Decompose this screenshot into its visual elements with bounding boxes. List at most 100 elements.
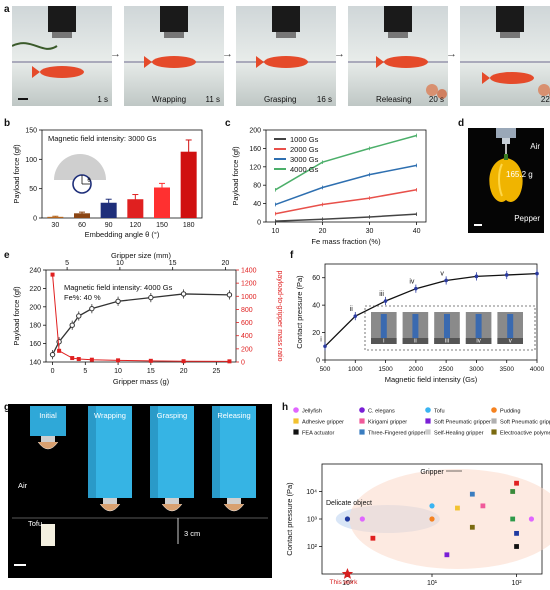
legend-label: Three-Fingered gripper <box>368 430 426 436</box>
y-tick-label: 160 <box>249 146 261 153</box>
sequence-frame-illustration <box>348 6 448 99</box>
inset-label: iii <box>445 339 449 345</box>
gripper-holder <box>48 6 76 32</box>
panel-label-a: a <box>4 4 10 15</box>
fish-body <box>264 56 308 68</box>
inset-frame <box>364 305 536 351</box>
theta-label: θ <box>87 178 91 184</box>
data-point <box>76 313 82 319</box>
gripper-holder <box>272 6 300 32</box>
x-tick-label: 1500 <box>378 366 393 373</box>
sequence-arrow: → <box>222 48 233 60</box>
panel-label-b: b <box>4 118 11 129</box>
x-tick-label: 20 <box>180 368 188 375</box>
data-point <box>115 298 121 304</box>
data-point <box>469 491 475 497</box>
plot-frame <box>41 129 203 219</box>
gripper-fingers <box>223 503 245 512</box>
x2-tick-label: 15 <box>169 260 177 267</box>
bar <box>180 151 197 218</box>
y-tick-label: 140 <box>29 360 41 367</box>
legend-label: Soft Pneumatic gripper 1 <box>434 419 496 425</box>
data-point <box>116 358 121 363</box>
data-point <box>148 358 153 363</box>
frame-time: 11 s <box>205 95 220 104</box>
data-point <box>514 530 519 536</box>
legend-marker <box>359 429 365 435</box>
frame-time: 1 s <box>97 95 108 104</box>
data-point <box>370 535 376 541</box>
data-point <box>69 322 75 328</box>
inset-gripper <box>444 314 450 340</box>
water-surface <box>460 61 550 63</box>
y-tick-label: 180 <box>29 323 41 330</box>
y2-tick-label: 1200 <box>241 281 257 288</box>
bar <box>74 213 90 218</box>
legend-label: 1000 Gs <box>290 135 319 144</box>
bar <box>154 187 170 218</box>
x-tick-label: 25 <box>212 368 220 375</box>
x-tick-label: 10⁰ <box>342 579 353 587</box>
sequence-frame: 22 s <box>460 6 550 106</box>
y-tick-label: 10² <box>307 544 318 551</box>
air-label: Air <box>18 481 28 490</box>
pepper-label: Pepper <box>514 214 540 223</box>
data-point <box>359 516 365 522</box>
legend-label: Electroactive polymer actuator <box>500 430 550 436</box>
sequence-frame-illustration <box>124 6 224 68</box>
inset-label: iv <box>476 339 480 345</box>
data-point <box>89 305 95 312</box>
inset-gripper <box>507 314 514 340</box>
gripper-mount <box>103 498 117 504</box>
data-point <box>510 516 516 522</box>
chart-h-scatter: Jellyfish C. elegans Tofu Pudding Adhesive g… <box>285 407 550 590</box>
inset-label: v <box>509 339 512 345</box>
gripper-tip <box>164 32 184 38</box>
legend-label: FEA actuator <box>302 430 334 436</box>
y2-axis-label: payload-to-gripper mass ratio <box>276 270 283 361</box>
x2-tick-label: 10 <box>116 260 124 267</box>
x-tick-label: 15 <box>147 368 155 375</box>
point-label: iv <box>409 279 415 286</box>
data-point <box>469 524 475 530</box>
legend-marker <box>293 429 299 435</box>
x-tick-label: 3500 <box>499 366 514 373</box>
y-tick-label: 40 <box>253 201 261 208</box>
data-point <box>56 339 62 345</box>
point-label: iii <box>379 291 384 298</box>
x-tick-label: 1000 <box>348 366 363 373</box>
sequence-arrow: → <box>334 48 345 60</box>
x-tick-label: 60 <box>78 222 86 229</box>
x-tick-label: 10² <box>511 580 522 587</box>
inset-base <box>465 338 492 344</box>
plant-stem <box>12 42 58 50</box>
legend-label: Pudding <box>500 408 521 414</box>
tofu-gripper-photo: Initial Wrapping Grasping Releasing Air Tofu 3… <box>8 404 272 578</box>
inset-base <box>371 338 397 344</box>
y-tick-label: 120 <box>249 164 261 171</box>
series-line <box>324 272 538 347</box>
inset-gripper <box>475 314 482 340</box>
legend-label: Self-Healing gripper <box>434 430 484 436</box>
data-point <box>474 274 479 279</box>
point-label: i <box>320 336 322 343</box>
y2-tick-label: 0 <box>241 360 245 367</box>
legend-label: Kirigami gripper <box>368 419 407 425</box>
pebble <box>437 89 447 99</box>
gripper-holder <box>160 6 188 32</box>
gripper-tip <box>500 32 520 38</box>
data-point <box>76 357 81 362</box>
frame-label: Grasping <box>264 95 297 104</box>
scale-bar <box>18 98 28 100</box>
gripper-fingers <box>37 441 59 450</box>
inset-base <box>434 338 460 344</box>
data-point <box>514 480 519 486</box>
gripper-mount <box>227 498 241 504</box>
panel-label-d: d <box>458 118 465 129</box>
plot-frame <box>45 269 237 363</box>
point-label: ii <box>350 306 354 313</box>
bar <box>127 199 144 218</box>
data-point <box>344 516 351 522</box>
y-tick-label: 80 <box>253 183 261 190</box>
